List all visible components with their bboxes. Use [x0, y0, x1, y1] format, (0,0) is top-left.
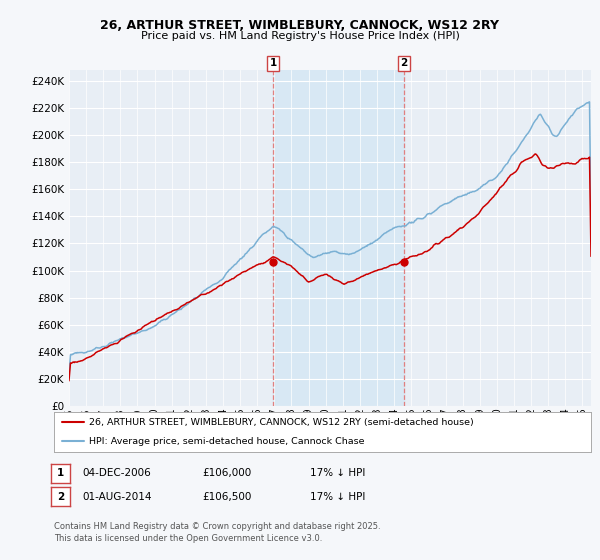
Text: 01-AUG-2014: 01-AUG-2014	[82, 492, 152, 502]
Text: £106,000: £106,000	[202, 468, 251, 478]
Text: 26, ARTHUR STREET, WIMBLEBURY, CANNOCK, WS12 2RY: 26, ARTHUR STREET, WIMBLEBURY, CANNOCK, …	[101, 18, 499, 32]
Text: 17% ↓ HPI: 17% ↓ HPI	[310, 492, 365, 502]
Text: 2: 2	[57, 492, 64, 502]
Text: £106,500: £106,500	[202, 492, 251, 502]
Text: HPI: Average price, semi-detached house, Cannock Chase: HPI: Average price, semi-detached house,…	[89, 437, 364, 446]
Bar	[273, 70, 404, 406]
Text: Price paid vs. HM Land Registry's House Price Index (HPI): Price paid vs. HM Land Registry's House …	[140, 31, 460, 41]
Text: 17% ↓ HPI: 17% ↓ HPI	[310, 468, 365, 478]
Text: Contains HM Land Registry data © Crown copyright and database right 2025.
This d: Contains HM Land Registry data © Crown c…	[54, 522, 380, 543]
Text: 1: 1	[269, 58, 277, 68]
Text: 26, ARTHUR STREET, WIMBLEBURY, CANNOCK, WS12 2RY (semi-detached house): 26, ARTHUR STREET, WIMBLEBURY, CANNOCK, …	[89, 418, 473, 427]
Text: 04-DEC-2006: 04-DEC-2006	[82, 468, 151, 478]
Text: 2: 2	[400, 58, 408, 68]
Text: 1: 1	[57, 468, 64, 478]
